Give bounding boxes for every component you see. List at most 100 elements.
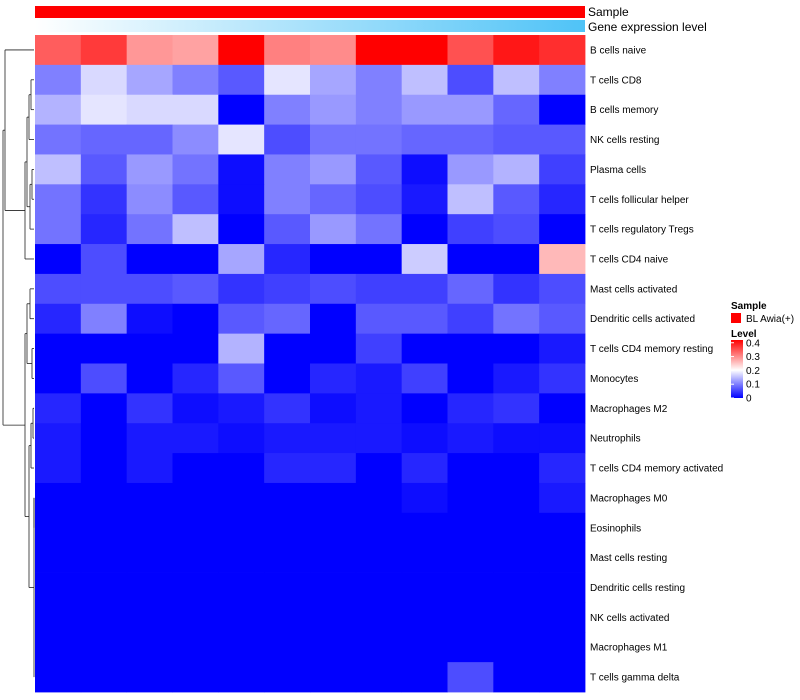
heatmap-cell [264,393,311,424]
heatmap-cell [126,632,173,663]
heatmap-cell [493,363,540,394]
heatmap-cell [264,64,311,96]
heatmap-cell [310,333,357,364]
heatmap-cell [264,124,311,155]
heatmap-cell [447,363,494,394]
row-label: Mast cells resting [590,553,667,564]
heatmap-cell [35,602,82,633]
heatmap-cell [126,303,173,335]
heatmap-cell [493,512,540,544]
heatmap-cell [126,64,173,96]
heatmap-cell [493,542,540,573]
heatmap-cell [447,64,494,96]
heatmap-cell [539,303,586,335]
heatmap-cell [126,542,173,573]
heatmap-cell [80,482,128,514]
heatmap-cell [493,632,540,663]
heatmap-cell [35,542,82,573]
heatmap-cell [218,333,265,364]
heatmap-cell [447,512,494,544]
heatmap-cell [126,184,173,215]
heatmap-cell [80,572,128,603]
row-label: T cells CD8 [590,75,642,86]
heatmap-cell [310,572,357,603]
heatmap-cell [539,64,586,96]
gene-expression-annotation-bar [35,20,585,32]
row-label: T cells CD4 naive [590,254,669,265]
heatmap-cell [218,154,265,185]
heatmap-cell [80,124,128,155]
heatmap-cell [218,363,265,394]
heatmap-cell [401,482,448,514]
heatmap-cell [126,273,173,305]
heatmap-cell [218,35,265,66]
heatmap-cell [310,273,357,305]
heatmap-cell [218,184,265,215]
heatmap-cell [539,662,586,693]
heatmap-cell [447,124,494,155]
heatmap-cell [126,602,173,633]
sample-annotation-label: Sample [588,5,629,19]
heatmap-cell [80,512,128,544]
heatmap-cell [493,214,540,245]
heatmap-cell [355,244,403,275]
heatmap-cell [401,303,448,335]
row-label: Eosinophils [590,523,641,534]
heatmap-cell [355,363,403,394]
row-label: Plasma cells [590,165,646,176]
heatmap-cell [401,423,448,454]
heatmap-cell [35,214,82,245]
heatmap-cell [355,273,403,305]
heatmap-cell [310,393,357,424]
heatmap-cell [264,512,311,544]
row-label: B cells memory [590,105,658,116]
heatmap-cell [447,482,494,514]
row-dendrogram [2,49,35,678]
heatmap-cell [355,303,403,335]
heatmap-cell [355,572,403,603]
heatmap-cell [80,602,128,633]
heatmap-cell [80,423,128,454]
heatmap-cell [218,124,265,155]
heatmap-cell [218,662,265,693]
heatmap-cell [264,303,311,335]
heatmap-cell [539,453,586,484]
heatmap-cell [539,602,586,633]
heatmap-cell [264,333,311,364]
heatmap-cell [355,482,403,514]
heatmap-cell [493,572,540,603]
heatmap-cell [447,423,494,454]
heatmap-cell [310,303,357,335]
heatmap-cell [172,184,219,215]
heatmap-cell [447,333,494,364]
heatmap-cell [401,35,448,66]
heatmap-cell [539,184,586,215]
heatmap-cell [218,542,265,573]
heatmap-cell [447,244,494,275]
heatmap-cell [35,363,82,394]
heatmap-cell [35,333,82,364]
heatmap-cell [80,363,128,394]
heatmap-cell [310,154,357,185]
heatmap-cell [35,303,82,335]
row-label: Mast cells activated [590,284,677,295]
heatmap-cell [310,453,357,484]
heatmap-cell [126,363,173,394]
heatmap-cell [264,423,311,454]
heatmap-cell [80,542,128,573]
heatmap-cell [493,273,540,305]
heatmap-cell [264,482,311,514]
heatmap-cell [80,184,128,215]
heatmap-cell [126,124,173,155]
row-label: Dendritic cells activated [590,314,695,325]
heatmap-cell [310,214,357,245]
heatmap-cell [447,273,494,305]
heatmap-cell [355,124,403,155]
heatmap-cell [401,154,448,185]
row-label: NK cells resting [590,135,659,146]
heatmap-cell [539,94,586,125]
heatmap-cell [35,423,82,454]
heatmap-cell [447,214,494,245]
heatmap-cell [539,542,586,573]
heatmap-cell [493,423,540,454]
